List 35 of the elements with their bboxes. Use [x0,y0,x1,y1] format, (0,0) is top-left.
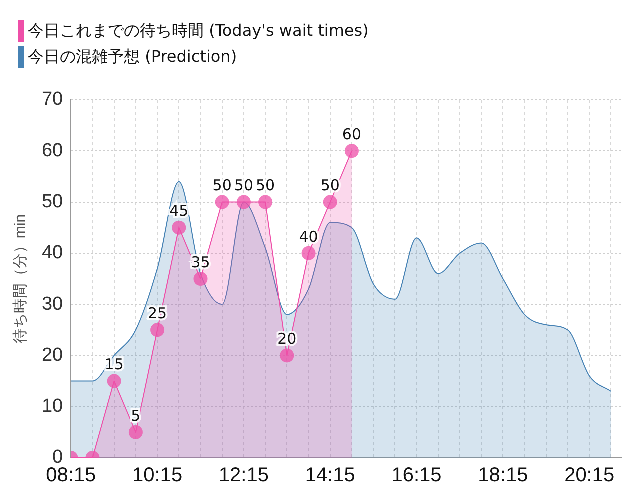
x-tick-label: 14:15 [305,464,356,487]
y-tick-label: 70 [42,89,64,110]
y-axis-title: 待ち時間（分）min [12,214,30,344]
point [258,195,273,210]
point [150,323,165,338]
point [107,374,122,388]
x-tick-label: 12:15 [218,464,269,487]
y-tick-label: 30 [42,294,64,315]
point [344,144,359,158]
data-label: 15 [104,356,124,374]
data-label: 50 [256,176,276,195]
point [172,220,186,235]
y-tick-label: 20 [42,344,64,366]
point [302,246,316,260]
point [280,348,294,363]
y-tick-label: 40 [42,242,64,264]
data-label: 50 [234,176,254,195]
point [215,195,230,210]
point [128,425,143,440]
data-label: 60 [342,126,362,144]
point [236,195,251,210]
x-tick-label: 16:15 [392,464,442,487]
data-label: 5 [131,406,141,425]
legend-label: 今日これまでの待ち時間 (Today's wait times) [28,20,369,42]
y-tick-label: 60 [42,140,64,162]
data-label: 45 [170,202,189,220]
x-tick-label: 20:15 [564,464,615,487]
x-tick-label: 10:15 [132,464,183,487]
x-tick-label: 18:15 [478,464,528,487]
y-tick-label: 50 [42,192,64,213]
point [323,195,338,210]
point [194,272,208,286]
data-label: 50 [212,176,232,195]
legend-label: 今日の混雑予想 (Prediction) [28,46,238,68]
y-tick-label: 10 [42,396,64,418]
